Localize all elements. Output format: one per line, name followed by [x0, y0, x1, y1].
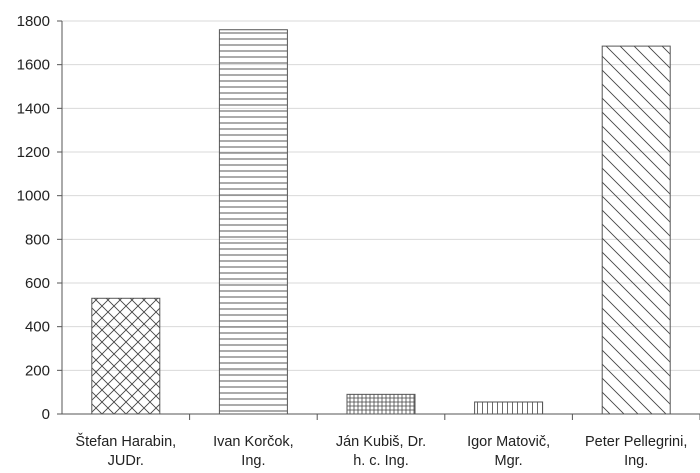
x-category-label: h. c. Ing. — [353, 453, 409, 469]
x-category-label: Ing. — [241, 453, 265, 469]
x-category-label: JUDr. — [108, 453, 144, 469]
x-category-label: Štefan Harabin, — [75, 433, 176, 450]
y-tick-label: 1600 — [17, 57, 50, 74]
x-category-label: Igor Matovič, — [467, 434, 550, 450]
y-tick-label: 1400 — [17, 100, 50, 117]
y-tick-label: 600 — [25, 275, 50, 292]
y-tick-label: 1200 — [17, 144, 50, 161]
x-category-label: Peter Pellegrini, — [585, 434, 687, 450]
y-tick-label: 400 — [25, 319, 50, 336]
axes — [61, 21, 700, 420]
y-tick-label: 0 — [42, 406, 50, 423]
x-category-label: Ján Kubiš, Dr. — [336, 434, 426, 450]
y-tick-label: 1000 — [17, 188, 50, 205]
y-tick-label: 1800 — [17, 13, 50, 30]
bar — [91, 297, 161, 415]
bar — [346, 393, 416, 415]
bars — [91, 29, 671, 415]
bar — [601, 45, 671, 415]
y-tick-label: 800 — [25, 231, 50, 248]
x-category-label: Ivan Korčok, — [213, 434, 294, 450]
gridlines — [62, 20, 700, 371]
bar — [218, 29, 288, 415]
x-category-label: Ing. — [624, 453, 648, 469]
y-axis-tick-labels: 0 200 400 600 800 1000 1200 1400 1600 1800 — [17, 13, 62, 423]
bar — [474, 401, 544, 415]
y-tick-label: 200 — [25, 362, 50, 379]
x-axis-category-labels: Štefan Harabin, JUDr. Ivan Korčok, Ing. Ján … — [75, 433, 687, 469]
x-category-label: Mgr. — [494, 453, 522, 469]
